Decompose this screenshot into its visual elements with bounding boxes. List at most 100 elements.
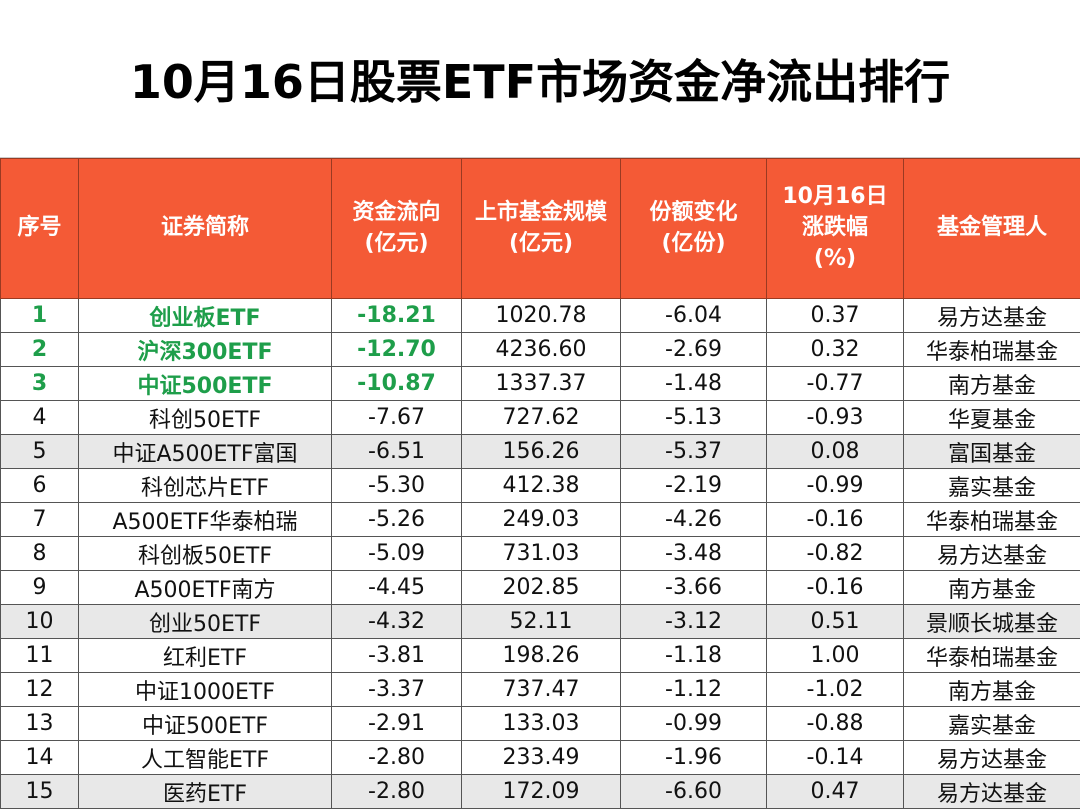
header-change-pct: 10月16日 涨跌幅 (%)	[766, 158, 904, 299]
security-name-cell: 科创板50ETF	[78, 536, 332, 571]
rank-cell: 6	[0, 468, 79, 503]
rank-cell: 5	[0, 434, 79, 469]
fund-flow-cell: -2.80	[331, 774, 462, 809]
share-change-cell: -3.66	[620, 570, 767, 605]
share-change-cell: -4.26	[620, 502, 767, 537]
table-row: 1 创业板ETF -18.21 1020.78 -6.04 0.37 易方达基金	[0, 298, 1080, 333]
fund-size-cell: 1337.37	[461, 366, 621, 401]
fund-flow-cell: -5.09	[331, 536, 462, 571]
share-change-cell: -5.13	[620, 400, 767, 435]
share-change-cell: -1.18	[620, 638, 767, 673]
share-change-cell: -2.69	[620, 332, 767, 367]
fund-flow-cell: -18.21	[331, 298, 462, 333]
table-row: 2 沪深300ETF -12.70 4236.60 -2.69 0.32 华泰柏瑞基金	[0, 332, 1080, 367]
fund-size-cell: 249.03	[461, 502, 621, 537]
table-row: 14 人工智能ETF -2.80 233.49 -1.96 -0.14 易方达基金	[0, 740, 1080, 775]
rank-cell: 4	[0, 400, 79, 435]
fund-size-cell: 727.62	[461, 400, 621, 435]
security-name-cell: 中证A500ETF富国	[78, 434, 332, 469]
fund-size-cell: 233.49	[461, 740, 621, 775]
fund-size-cell: 731.03	[461, 536, 621, 571]
header-name: 证券简称	[78, 158, 332, 299]
fund-size-cell: 4236.60	[461, 332, 621, 367]
table-row: 11 红利ETF -3.81 198.26 -1.18 1.00 华泰柏瑞基金	[0, 638, 1080, 673]
fund-size-cell: 133.03	[461, 706, 621, 741]
fund-manager-cell: 嘉实基金	[903, 706, 1080, 741]
fund-size-cell: 1020.78	[461, 298, 621, 333]
share-change-cell: -1.96	[620, 740, 767, 775]
fund-flow-cell: -5.26	[331, 502, 462, 537]
share-change-cell: -1.48	[620, 366, 767, 401]
fund-size-cell: 202.85	[461, 570, 621, 605]
fund-manager-cell: 南方基金	[903, 366, 1080, 401]
header-size: 上市基金规模 (亿元)	[461, 158, 621, 299]
fund-manager-cell: 南方基金	[903, 672, 1080, 707]
fund-flow-cell: -6.51	[331, 434, 462, 469]
table-row: 7 A500ETF华泰柏瑞 -5.26 249.03 -4.26 -0.16 华泰柏瑞基金	[0, 502, 1080, 537]
table-row: 5 中证A500ETF富国 -6.51 156.26 -5.37 0.08 富国基金	[0, 434, 1080, 469]
etf-outflow-table: 序号 证券简称 资金流向 (亿元) 上市基金规模 (亿元) 份额变化 (亿份) 10月16…	[0, 158, 1080, 809]
change-pct-cell: 1.00	[766, 638, 904, 673]
change-pct-cell: -1.02	[766, 672, 904, 707]
header-flow: 资金流向 (亿元)	[331, 158, 462, 299]
fund-manager-cell: 华夏基金	[903, 400, 1080, 435]
rank-cell: 2	[0, 332, 79, 367]
fund-flow-cell: -7.67	[331, 400, 462, 435]
change-pct-cell: -0.88	[766, 706, 904, 741]
security-name-cell: 沪深300ETF	[78, 332, 332, 367]
share-change-cell: -3.12	[620, 604, 767, 639]
fund-manager-cell: 华泰柏瑞基金	[903, 502, 1080, 537]
header-manager: 基金管理人	[903, 158, 1080, 299]
fund-size-cell: 172.09	[461, 774, 621, 809]
security-name-cell: A500ETF南方	[78, 570, 332, 605]
fund-manager-cell: 嘉实基金	[903, 468, 1080, 503]
fund-manager-cell: 易方达基金	[903, 536, 1080, 571]
fund-manager-cell: 南方基金	[903, 570, 1080, 605]
share-change-cell: -1.12	[620, 672, 767, 707]
fund-manager-cell: 易方达基金	[903, 774, 1080, 809]
security-name-cell: 科创50ETF	[78, 400, 332, 435]
table-row: 10 创业50ETF -4.32 52.11 -3.12 0.51 景顺长城基金	[0, 604, 1080, 639]
fund-manager-cell: 富国基金	[903, 434, 1080, 469]
change-pct-cell: 0.51	[766, 604, 904, 639]
rank-cell: 14	[0, 740, 79, 775]
fund-manager-cell: 易方达基金	[903, 298, 1080, 333]
security-name-cell: 创业50ETF	[78, 604, 332, 639]
table-row: 13 中证500ETF -2.91 133.03 -0.99 -0.88 嘉实基金	[0, 706, 1080, 741]
fund-flow-cell: -12.70	[331, 332, 462, 367]
fund-size-cell: 156.26	[461, 434, 621, 469]
fund-flow-cell: -2.91	[331, 706, 462, 741]
fund-manager-cell: 华泰柏瑞基金	[903, 332, 1080, 367]
rank-cell: 8	[0, 536, 79, 571]
security-name-cell: 创业板ETF	[78, 298, 332, 333]
change-pct-cell: -0.16	[766, 502, 904, 537]
change-pct-cell: -0.16	[766, 570, 904, 605]
security-name-cell: 科创芯片ETF	[78, 468, 332, 503]
share-change-cell: -2.19	[620, 468, 767, 503]
fund-manager-cell: 易方达基金	[903, 740, 1080, 775]
change-pct-cell: -0.99	[766, 468, 904, 503]
security-name-cell: 医药ETF	[78, 774, 332, 809]
change-pct-cell: -0.77	[766, 366, 904, 401]
change-pct-cell: -0.93	[766, 400, 904, 435]
change-pct-cell: -0.82	[766, 536, 904, 571]
change-pct-cell: 0.32	[766, 332, 904, 367]
share-change-cell: -5.37	[620, 434, 767, 469]
rank-cell: 12	[0, 672, 79, 707]
share-change-cell: -3.48	[620, 536, 767, 571]
fund-size-cell: 737.47	[461, 672, 621, 707]
fund-flow-cell: -2.80	[331, 740, 462, 775]
fund-size-cell: 52.11	[461, 604, 621, 639]
fund-size-cell: 412.38	[461, 468, 621, 503]
fund-flow-cell: -3.81	[331, 638, 462, 673]
rank-cell: 11	[0, 638, 79, 673]
security-name-cell: 人工智能ETF	[78, 740, 332, 775]
security-name-cell: 红利ETF	[78, 638, 332, 673]
fund-flow-cell: -5.30	[331, 468, 462, 503]
fund-flow-cell: -4.45	[331, 570, 462, 605]
fund-size-cell: 198.26	[461, 638, 621, 673]
page-title: 10月16日股票ETF市场资金净流出排行	[0, 0, 1080, 158]
share-change-cell: -6.04	[620, 298, 767, 333]
table-row: 9 A500ETF南方 -4.45 202.85 -3.66 -0.16 南方基金	[0, 570, 1080, 605]
rank-cell: 9	[0, 570, 79, 605]
